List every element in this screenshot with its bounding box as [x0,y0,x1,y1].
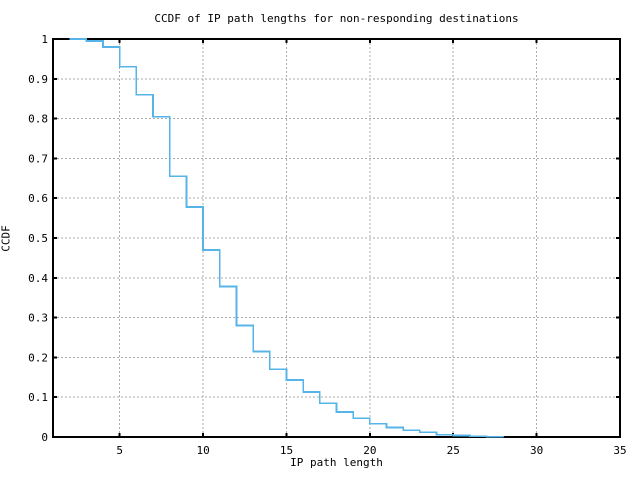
x-tick-label: 25 [447,444,460,457]
x-tick-label: 35 [613,444,626,457]
x-axis-label: IP path length [290,456,383,469]
y-tick-label: 0.2 [28,351,48,364]
y-tick-label: 0.4 [28,272,48,285]
y-tick-label: 0.6 [28,192,48,205]
x-tick-label: 30 [530,444,543,457]
y-tick-label: 0.5 [28,232,48,245]
x-tick-label: 15 [280,444,293,457]
x-tick-label: 5 [116,444,123,457]
ccdf-curve [69,38,505,438]
y-tick-label: 0.8 [28,113,48,126]
x-tick-label: 20 [363,444,376,457]
chart-title: CCDF of IP path lengths for non-respondi… [154,12,519,25]
y-tick-label: 0.3 [28,312,48,325]
y-tick-label: 0.9 [28,73,48,86]
y-tick-label: 1 [41,33,48,46]
y-tick-label: 0 [41,431,48,444]
x-tick-label: 10 [196,444,209,457]
y-tick-label: 0.1 [28,391,48,404]
plot-border [52,38,621,438]
y-tick-label: 0.7 [28,152,48,165]
